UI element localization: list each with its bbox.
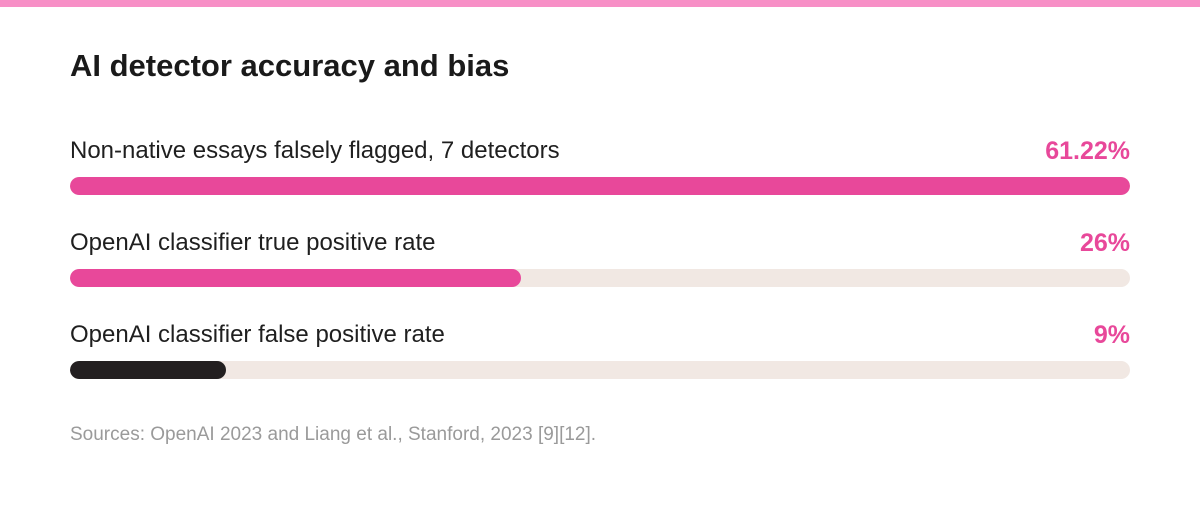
bar-fill [70, 269, 521, 287]
bar-category-label: Non-native essays falsely flagged, 7 det… [70, 137, 560, 164]
bar-value-label: 26% [1079, 229, 1130, 257]
bar-category-label: OpenAI classifier true positive rate [70, 229, 436, 256]
sources-note: Sources: OpenAI 2023 and Liang et al., S… [70, 424, 597, 445]
bar-track [70, 177, 1130, 195]
bar-fill [70, 361, 226, 379]
bar-track [70, 269, 1130, 287]
chart-title: AI detector accuracy and bias [70, 48, 510, 83]
bar-row: Non-native essays falsely flagged, 7 det… [70, 137, 1130, 197]
bar-row: OpenAI classifier false positive rate 9% [70, 321, 1130, 381]
bar-value-label: 9% [1093, 321, 1130, 349]
bar-track [70, 361, 1130, 379]
top-accent-stripe [0, 0, 1200, 7]
bar-category-label: OpenAI classifier false positive rate [70, 321, 445, 348]
bar-fill [70, 177, 1130, 195]
bar-row: OpenAI classifier true positive rate 26% [70, 229, 1130, 289]
bar-value-label: 61.22% [1045, 137, 1130, 165]
